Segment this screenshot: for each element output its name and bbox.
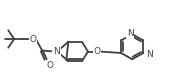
Text: O: O [46,61,53,70]
Text: N: N [146,50,153,59]
Text: O: O [29,34,36,44]
Text: O: O [93,47,100,56]
Text: N: N [127,29,134,38]
Text: N: N [53,47,60,56]
